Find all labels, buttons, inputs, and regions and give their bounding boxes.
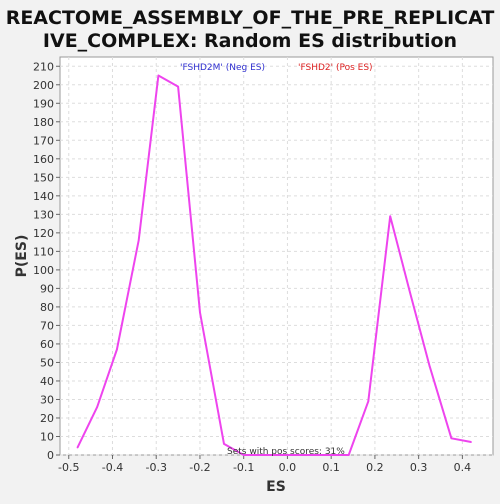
data-point bbox=[308, 454, 311, 456]
pos-es-label: 'FSHD2' (Pos ES) bbox=[298, 63, 373, 73]
data-point bbox=[470, 441, 472, 443]
y-tick-label: 130 bbox=[33, 208, 54, 221]
x-tick-label: -0.4 bbox=[102, 461, 123, 474]
data-point bbox=[96, 406, 98, 408]
y-tick-label: 60 bbox=[40, 338, 54, 351]
x-tick-label: 0.1 bbox=[322, 461, 340, 474]
x-tick-label: -0.2 bbox=[189, 461, 210, 474]
series-layer bbox=[76, 74, 472, 456]
data-point bbox=[157, 74, 160, 77]
x-tick-label: 0.4 bbox=[454, 461, 472, 474]
y-tick-label: 120 bbox=[33, 227, 54, 240]
data-point bbox=[450, 437, 453, 440]
data-point bbox=[199, 311, 201, 314]
data-point bbox=[328, 454, 330, 456]
x-tick-label: -0.5 bbox=[58, 461, 79, 474]
axes: 0 10 20 30 40 50 60 70 80 90 100 110 120 130 140 150 160… bbox=[33, 60, 471, 474]
data-point bbox=[242, 454, 245, 456]
data-point bbox=[409, 291, 411, 293]
y-tick-label: 140 bbox=[33, 190, 54, 203]
data-point bbox=[264, 454, 267, 456]
x-tick-label: -0.3 bbox=[145, 461, 166, 474]
y-tick-label: 50 bbox=[40, 356, 54, 369]
y-tick-label: 180 bbox=[33, 116, 54, 129]
y-tick-label: 90 bbox=[40, 282, 54, 295]
y-tick-label: 200 bbox=[33, 79, 54, 92]
y-tick-label: 100 bbox=[33, 264, 54, 277]
y-tick-label: 160 bbox=[33, 153, 54, 166]
y-tick-label: 70 bbox=[40, 319, 54, 332]
data-point bbox=[347, 454, 350, 456]
grid bbox=[60, 57, 493, 456]
series-line bbox=[76, 74, 472, 456]
y-tick-label: 0 bbox=[47, 449, 54, 462]
y-axis-label: P(ES) bbox=[14, 235, 30, 278]
y-tick-label: 40 bbox=[40, 375, 54, 388]
data-point bbox=[428, 365, 431, 367]
data-point bbox=[367, 400, 370, 403]
y-tick-label: 190 bbox=[33, 97, 54, 110]
data-point bbox=[286, 454, 289, 456]
y-tick-label: 20 bbox=[40, 412, 54, 425]
x-tick-label: 0.2 bbox=[366, 461, 384, 474]
sets-with-pos-label: Sets with pos scores: 31% bbox=[227, 447, 345, 457]
data-point bbox=[76, 446, 79, 449]
y-tick-label: 30 bbox=[40, 393, 54, 406]
neg-es-label: 'FSHD2M' (Neg ES) bbox=[180, 63, 265, 73]
y-tick-label: 80 bbox=[40, 301, 54, 314]
x-axis-label: ES bbox=[266, 479, 286, 495]
data-point bbox=[177, 85, 179, 88]
x-tick-label: 0.3 bbox=[410, 461, 428, 474]
chart-title-line-2: IVE_COMPLEX: Random ES distribution bbox=[43, 30, 457, 52]
y-tick-label: 210 bbox=[33, 60, 54, 73]
y-tick-label: 150 bbox=[33, 171, 54, 184]
y-tick-label: 170 bbox=[33, 134, 54, 147]
y-tick-label: 110 bbox=[33, 245, 54, 258]
data-point bbox=[137, 239, 140, 242]
plot-area bbox=[59, 56, 494, 456]
data-point bbox=[223, 443, 225, 445]
chart-title-line-1: REACTOME_ASSEMBLY_OF_THE_PRE_REPLICAT bbox=[6, 7, 495, 29]
data-point bbox=[116, 348, 118, 351]
x-tick-label: -0.1 bbox=[233, 461, 254, 474]
y-tick-label: 10 bbox=[40, 430, 54, 443]
x-tick-label: 0.0 bbox=[279, 461, 297, 474]
data-point bbox=[389, 215, 392, 217]
